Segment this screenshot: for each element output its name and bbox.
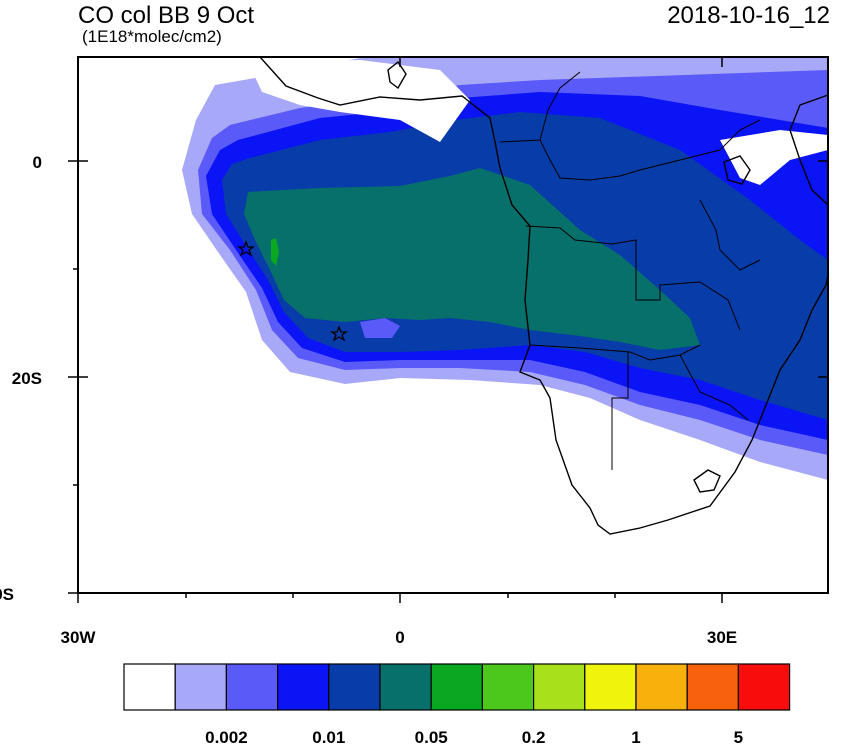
x-tick-label: 30E xyxy=(707,628,737,647)
lake-victoria xyxy=(723,155,751,185)
border-line xyxy=(525,225,741,331)
colorbar-swatch xyxy=(737,663,791,711)
co-field xyxy=(182,57,828,480)
y-tick-label: 20S xyxy=(12,369,42,388)
plume-gap xyxy=(360,318,400,338)
colorbar-swatch xyxy=(635,663,688,711)
colorbar-labels: 0.002 0.01 0.05 0.2 1 5 xyxy=(205,728,743,747)
colorbar-swatch xyxy=(686,663,740,711)
colorbar-swatch xyxy=(379,663,432,711)
border-line xyxy=(529,344,701,361)
plume-spot-green xyxy=(271,238,279,266)
plume-layer-teal xyxy=(244,168,700,350)
border-line xyxy=(639,119,761,171)
lesotho xyxy=(693,469,721,493)
colorbar-label: 0.01 xyxy=(312,728,345,747)
colorbar-swatch xyxy=(481,663,535,711)
lake-volta xyxy=(387,60,407,90)
colorbar-swatch xyxy=(532,663,586,711)
colorbar-swatch xyxy=(584,663,637,711)
border-line xyxy=(539,71,581,141)
africa-coastline xyxy=(259,57,828,535)
units-label: (1E18*molec/cm2) xyxy=(82,27,222,46)
x-tick-label: 0 xyxy=(395,628,404,647)
colorbar-swatch xyxy=(174,663,227,711)
axis-ticks xyxy=(68,57,828,603)
colorbar-swatch xyxy=(123,663,176,711)
star-marker xyxy=(330,325,348,342)
y-tick-label: 0 xyxy=(33,153,42,172)
colorbar-swatch xyxy=(430,663,484,711)
border-line xyxy=(611,352,629,470)
colorbar-label: 5 xyxy=(734,728,743,747)
x-tick-label: 30W xyxy=(61,628,97,647)
clear-area-east xyxy=(720,130,828,185)
plot-frame xyxy=(77,56,829,594)
coastlines xyxy=(259,57,828,535)
colorbar-swatch xyxy=(328,663,381,711)
colorbar-swatch xyxy=(225,663,279,711)
timestamp: 2018-10-16_12 xyxy=(667,2,830,29)
map-title: CO col BB 9 Oct xyxy=(78,2,255,29)
y-tick-label: 40S xyxy=(0,585,14,604)
colorbar xyxy=(123,663,791,711)
colorbar-label: 0.2 xyxy=(522,728,546,747)
star-marker xyxy=(237,240,255,257)
colorbar-swatch xyxy=(277,663,330,711)
colorbar-label: 0.002 xyxy=(205,728,248,747)
colorbar-label: 0.05 xyxy=(415,728,448,747)
colorbar-label: 1 xyxy=(631,728,640,747)
border-line xyxy=(699,199,761,271)
country-borders xyxy=(499,71,761,470)
africa-east-coast xyxy=(789,94,828,206)
border-line xyxy=(679,354,749,421)
